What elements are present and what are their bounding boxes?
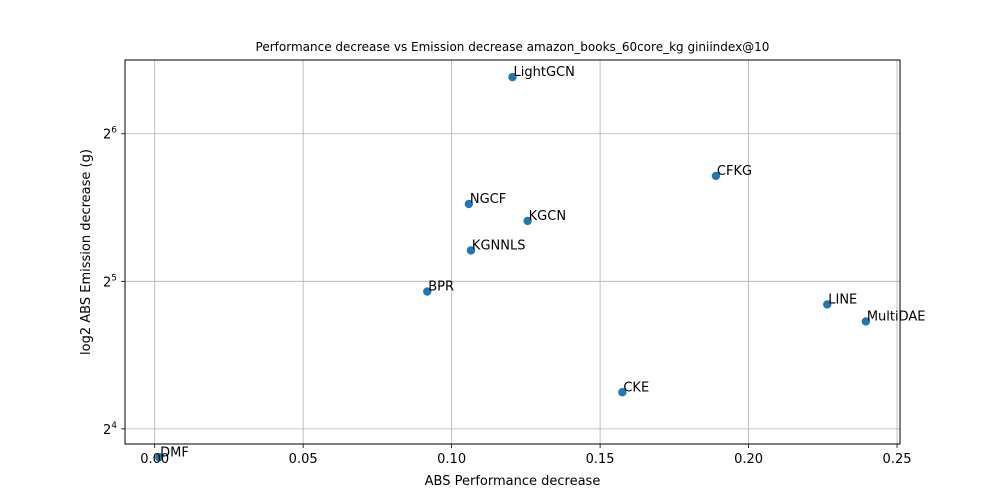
data-point-multidae: [861, 317, 871, 326]
plot-frame: [124, 59, 901, 445]
data-point-line: [823, 300, 832, 309]
data-point-dmf: [154, 453, 164, 462]
data-point-ngcf: [464, 199, 474, 209]
x-tick-label: 0.25: [883, 452, 912, 467]
y-tick-label: 24: [103, 421, 117, 438]
point-label-ngcf: NGCF: [470, 192, 506, 207]
data-point-lightgcn: [508, 72, 517, 82]
point-label-lightgcn: LightGCN: [514, 65, 575, 80]
point-label-line: LINE: [828, 292, 857, 307]
x-axis-label: ABS Performance decrease: [425, 474, 601, 489]
y-tick-label: 25: [103, 273, 117, 290]
data-point-bpr: [423, 287, 432, 296]
x-tick-label: 0.00: [140, 452, 169, 467]
point-label-cfkg: CFKG: [717, 164, 752, 179]
grid-lines: [125, 60, 900, 444]
data-point-kgnnls: [466, 246, 476, 255]
point-label-bpr: BPR: [428, 280, 454, 295]
y-axis-ticks: 24 25 26: [103, 126, 125, 438]
y-tick-label: 26: [103, 126, 117, 143]
data-point-cke: [618, 388, 627, 397]
point-label-dmf: DMF: [160, 445, 189, 460]
point-label-kgnnls: KGNNLS: [472, 238, 526, 253]
point-label-kgcn: KGCN: [529, 209, 566, 224]
data-point-cfkg: [711, 171, 721, 181]
chart-title: Performance decrease vs Emission decreas…: [256, 40, 770, 54]
x-tick-label: 0.15: [586, 452, 615, 467]
point-label-cke: CKE: [623, 380, 649, 395]
x-tick-label: 0.20: [734, 452, 763, 467]
data-point-kgcn: [523, 216, 532, 226]
x-tick-label: 0.10: [437, 452, 466, 467]
x-axis-ticks: 0.00 0.05 0.10 0.15 0.20 0.25: [140, 444, 912, 467]
x-tick-label: 0.05: [289, 452, 318, 467]
point-label-multidae: MultiDAE: [867, 309, 926, 324]
y-axis-label: log2 ABS Emission decrease (g): [79, 149, 94, 355]
